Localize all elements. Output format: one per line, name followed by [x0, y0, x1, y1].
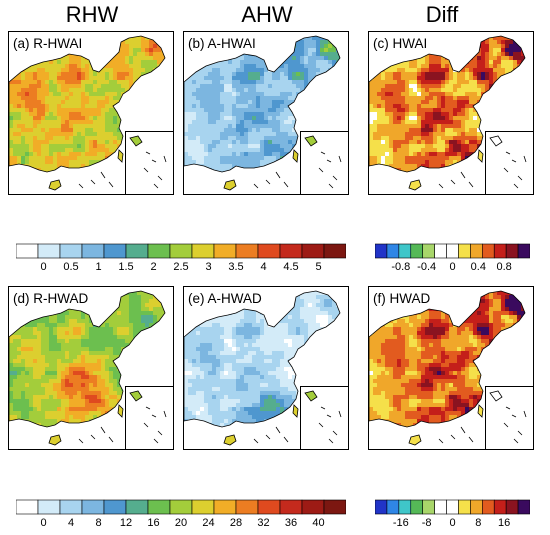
map-panel-c: (c) HWAI	[368, 31, 534, 195]
colorbar-tick-label: 4.5	[283, 261, 299, 273]
south-china-sea-inset	[125, 386, 173, 449]
south-china-sea-inset	[300, 131, 348, 194]
colorbar-tick-label: 20	[174, 517, 188, 529]
colorbar-tick-label: 1.5	[118, 261, 134, 273]
south-china-sea-inset	[125, 131, 173, 194]
map-canvas	[9, 290, 166, 446]
panel-label: (b) A-HWAI	[188, 36, 256, 51]
south-china-sea-inset	[485, 386, 533, 449]
colorbar-tick-label: 0.8	[496, 261, 512, 273]
colorbar-top-seq: 0 0.5 1 1.5 2 2.5 3 3.5 4 4.5 5	[16, 243, 346, 283]
colorbar-tick-label: 0	[449, 261, 456, 273]
colorbar-tick-label: 0	[40, 261, 47, 273]
column-header-ahw: AHW	[241, 2, 293, 27]
panel-label: (d) R-HWAD	[13, 291, 89, 306]
colorbar-tick-label: -8	[421, 517, 432, 529]
colorbar-tick-label: -16	[392, 517, 409, 529]
panel-label: (f) HWAD	[373, 291, 431, 306]
colorbar-tick-label: 16	[498, 517, 511, 529]
colorbar-tick-label: 32	[257, 517, 270, 529]
colorbar-tick-label: 0.4	[470, 261, 486, 273]
colorbar-tick-label: 3	[205, 261, 212, 273]
colorbar-tick-label: 8	[475, 517, 482, 529]
colorbar-tick-label: -0.4	[417, 261, 437, 273]
colorbar-tick-label: 16	[147, 517, 160, 529]
south-china-sea-inset	[485, 131, 533, 194]
map-canvas	[369, 35, 526, 191]
panel-label: (c) HWAI	[373, 36, 428, 51]
colorbar-tick-label: 4	[67, 517, 75, 529]
column-header-rhw: RHW	[65, 2, 119, 27]
colorbar-tick-label: 5	[315, 261, 322, 273]
colorbar-tick-label: -0.8	[391, 261, 411, 273]
colorbar-tick-label: 40	[312, 517, 325, 529]
colorbar-tick-label: 0.5	[63, 261, 79, 273]
colorbar-top-div: -0.8 -0.4 0 0.4 0.8	[375, 243, 530, 283]
colorbar-tick-label: 0	[449, 517, 456, 529]
map-canvas	[369, 290, 526, 446]
map-panel-e: (e) A-HWAD	[183, 286, 349, 450]
colorbar-tick-label: 8	[95, 517, 102, 529]
colorbar-tick-label: 24	[202, 517, 215, 529]
colorbar-tick-label: 1	[95, 261, 102, 273]
colorbar-tick-label: 12	[119, 517, 133, 529]
column-header-diff: Diff	[425, 2, 459, 27]
map-panel-f: (f) HWAD	[368, 286, 534, 450]
colorbar-tick-label: 36	[284, 517, 298, 529]
colorbar-bottom-div: -16 -8 0 8 16	[375, 499, 530, 535]
map-panel-b: (b) A-HWAI	[183, 31, 349, 195]
colorbar-tick-label: 4	[260, 261, 267, 273]
colorbar-bottom-seq: 0 4 8 12 16 20 24 28 32 36 40	[16, 499, 346, 535]
map-panel-a: (a) R-HWAI	[8, 31, 174, 195]
map-panel-d: (d) R-HWAD	[8, 286, 174, 450]
panel-label: (a) R-HWAI	[13, 36, 83, 51]
panel-label: (e) A-HWAD	[188, 291, 262, 306]
colorbar-tick-label: 3.5	[228, 261, 244, 273]
colorbar-tick-label: 28	[229, 517, 243, 529]
colorbar-tick-label: 2	[150, 261, 157, 273]
colorbar-tick-label: 2.5	[173, 261, 189, 273]
south-china-sea-inset	[300, 386, 348, 449]
colorbar-tick-label: 0	[40, 517, 47, 529]
